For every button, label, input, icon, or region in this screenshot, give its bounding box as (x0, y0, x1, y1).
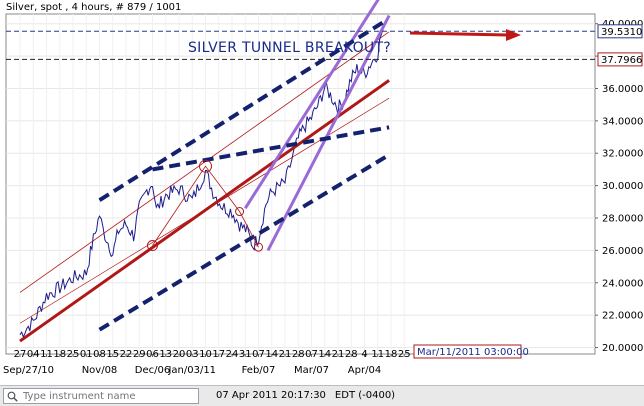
x-tick-label: 27 (14, 349, 27, 360)
x-tick-label: 31 (239, 349, 252, 360)
y-tick-label: 28.0000 (602, 214, 643, 225)
status-bar: 07 Apr 2011 20:17:30 EDT (-0400) (0, 385, 644, 406)
x-tick-label: 08 (93, 349, 106, 360)
x-tick-label: 03 (186, 349, 199, 360)
x-tick-label: 07 (305, 349, 318, 360)
x-tick-label: 18 (53, 349, 66, 360)
y-tick-label: 30.0000 (602, 181, 643, 192)
price-label-lower: 37.7966 (597, 52, 643, 67)
x-tick-label: 14 (318, 349, 331, 360)
search-input[interactable] (23, 389, 195, 403)
x-tick-label: 24 (226, 349, 239, 360)
channel-lines (19, 0, 391, 343)
x-tick-label: 28 (292, 349, 305, 360)
x-month-label: Sep/27/10 (3, 365, 54, 376)
cursor-date-label: Mar/11/2011 03:00:00 (413, 344, 529, 359)
price-label-upper: 39.5310 (597, 24, 643, 39)
markers (147, 159, 263, 252)
x-tick-label: 4 (361, 349, 367, 360)
status-datetime: 07 Apr 2011 20:17:30 (216, 390, 326, 401)
x-tick-label: 01 (80, 349, 93, 360)
x-month-label: Mar/07 (294, 365, 329, 376)
pivot-marker (235, 207, 245, 217)
y-axis[interactable]: 40.000038.000036.000034.000032.000030.00… (595, 19, 643, 354)
grid (6, 14, 595, 354)
marker-path (152, 165, 259, 248)
blue-channel-line (98, 153, 391, 332)
x-month-label: Nov/08 (82, 365, 118, 376)
purple-channel-line (243, 0, 380, 210)
blue-channel-line (152, 125, 390, 172)
blue-channel-line (98, 20, 385, 202)
x-tick-label: 25 (398, 349, 411, 360)
x-tick-label: 25 (67, 349, 80, 360)
y-tick-label: 24.0000 (602, 278, 643, 289)
x-tick-label: 28 (345, 349, 358, 360)
y-tick-label: 32.0000 (602, 149, 643, 160)
arrow-icon (409, 29, 521, 41)
x-tick-label: 15 (106, 349, 119, 360)
purple-channel-line (266, 14, 391, 252)
pivot-marker (199, 159, 212, 173)
x-tick-label: 22 (120, 349, 133, 360)
price-chart[interactable]: Silver, spot , 4 hours, # 879 / 1001 SIL… (0, 0, 644, 385)
status-time: 07 Apr 2011 20:17:30 EDT (-0400) (216, 390, 395, 401)
x-month-label: Apr/04 (348, 365, 381, 376)
x-tick-label: 04 (27, 349, 40, 360)
x-tick-label: 18 (385, 349, 398, 360)
x-tick-label: 13 (159, 349, 172, 360)
y-tick-label: 20.0000 (602, 343, 643, 354)
svg-text:37.7966: 37.7966 (601, 55, 642, 66)
breakout-annotation: SILVER TUNNEL BREAKOUT? (188, 40, 391, 56)
x-axis[interactable]: 27 04 11 18 25 01 08 15 22 29 06 13 20 03 10 17 24 31 07 14… (3, 349, 411, 376)
x-tick-label: 29 (133, 349, 146, 360)
status-timezone: EDT (-0400) (334, 390, 396, 401)
x-tick-label: 17 (212, 349, 225, 360)
svg-text:39.5310: 39.5310 (601, 27, 642, 38)
y-tick-label: 36.0000 (602, 84, 643, 95)
x-tick-label: 11 (371, 349, 384, 360)
y-tick-label: 22.0000 (602, 311, 643, 322)
search-icon (7, 391, 18, 402)
instrument-search[interactable] (3, 388, 199, 404)
svg-text:Mar/11/2011 03:00:00: Mar/11/2011 03:00:00 (417, 347, 529, 358)
y-tick-label: 34.0000 (602, 116, 643, 127)
x-tick-label: 21 (279, 349, 292, 360)
x-month-label: Dec/06 (135, 365, 170, 376)
plot-area[interactable] (5, 13, 596, 355)
y-tick-label: 26.0000 (602, 246, 643, 257)
x-tick-label: 07 (252, 349, 265, 360)
x-tick-label: 20 (173, 349, 186, 360)
chart-title: Silver, spot , 4 hours, # 879 / 1001 (6, 2, 181, 13)
x-month-label: Jan/03/11 (167, 365, 216, 376)
x-tick-label: 11 (40, 349, 53, 360)
x-tick-label: 14 (265, 349, 278, 360)
x-month-label: Feb/07 (242, 365, 276, 376)
x-tick-label: 06 (146, 349, 159, 360)
red-channel-line (19, 79, 390, 343)
pivot-marker (147, 240, 158, 252)
pivot-marker (254, 242, 263, 252)
x-tick-label: 21 (332, 349, 345, 360)
x-tick-label: 10 (199, 349, 212, 360)
